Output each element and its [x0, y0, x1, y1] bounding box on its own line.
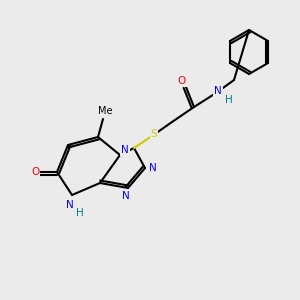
Text: N: N [121, 145, 129, 155]
Text: N: N [66, 200, 74, 210]
Text: N: N [122, 191, 130, 201]
Text: H: H [76, 208, 84, 218]
Text: O: O [178, 76, 186, 86]
Text: H: H [225, 95, 233, 105]
Text: N: N [149, 163, 157, 173]
Text: N: N [214, 86, 222, 96]
Text: O: O [31, 167, 39, 177]
Text: S: S [151, 129, 157, 139]
Text: Me: Me [98, 106, 112, 116]
